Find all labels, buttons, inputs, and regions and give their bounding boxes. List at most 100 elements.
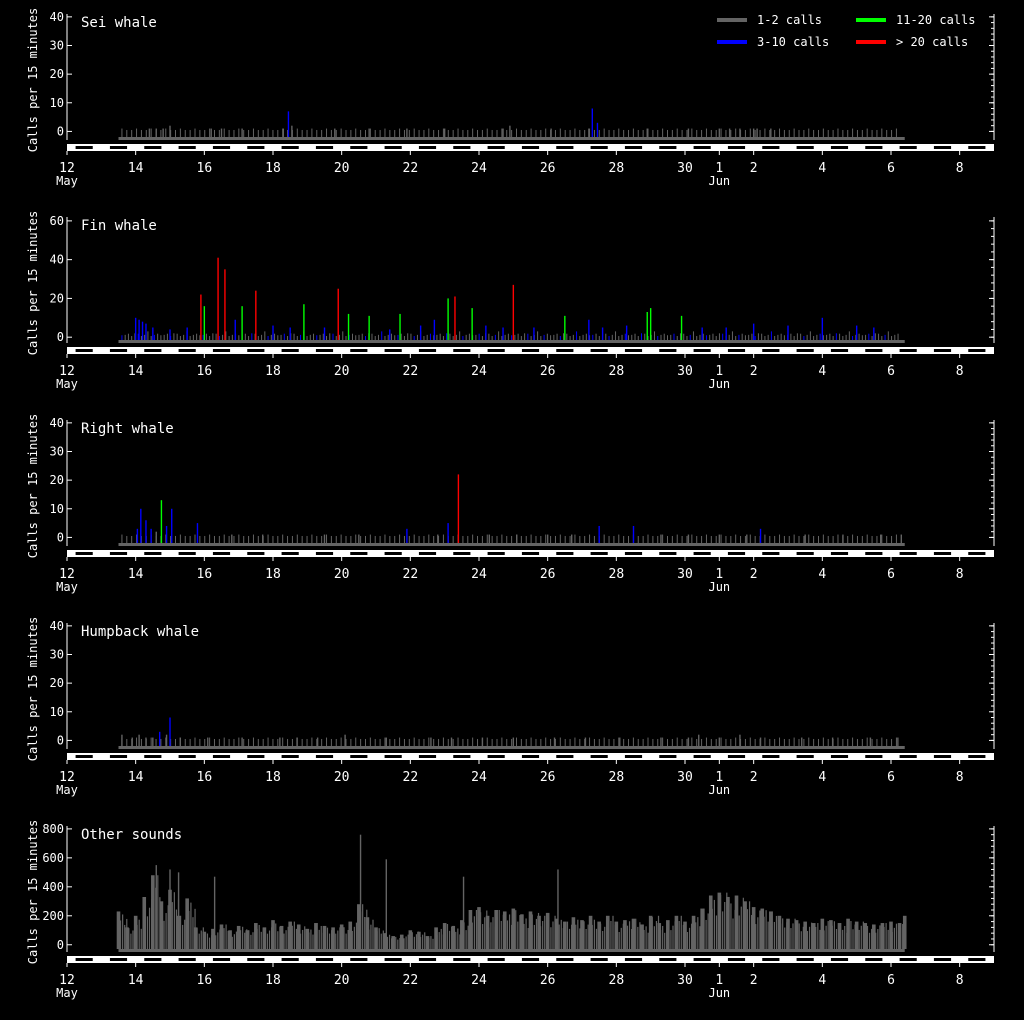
- x-tick-label: 30: [677, 364, 693, 379]
- legend-label: 3-10 calls: [757, 35, 829, 49]
- night-dash: [418, 146, 437, 149]
- night-dash: [212, 349, 231, 352]
- night-dash: [109, 958, 128, 961]
- x-tick-label: 6: [887, 973, 895, 988]
- x-tick-label: 14: [128, 161, 144, 176]
- night-dash: [968, 146, 986, 149]
- y-tick-label: 0: [57, 530, 64, 544]
- night-dash: [865, 958, 883, 961]
- panel-title: Right whale: [81, 421, 174, 437]
- night-dash: [453, 349, 471, 352]
- night-dash: [521, 349, 540, 352]
- night-dash: [830, 146, 849, 149]
- y-tick-label: 20: [50, 473, 64, 487]
- night-dash: [624, 146, 643, 149]
- night-dash: [418, 349, 437, 352]
- x-tick-label: 28: [609, 567, 625, 582]
- x-tick-label: 30: [677, 973, 693, 988]
- night-dash: [384, 552, 402, 555]
- x-tick-label: 18: [265, 161, 281, 176]
- x-tick-label: 30: [677, 567, 693, 582]
- night-dash: [727, 552, 746, 555]
- y-axis-label: Calls per 15 minutes: [26, 617, 40, 762]
- x-tick-label: 6: [887, 161, 895, 176]
- x-tick-label: 14: [128, 567, 144, 582]
- night-dash: [453, 552, 471, 555]
- x-tick-label: 1: [715, 973, 723, 988]
- night-dash: [590, 146, 608, 149]
- night-dash: [968, 349, 986, 352]
- x-tick-label: 20: [334, 973, 350, 988]
- y-tick-label: 10: [50, 502, 64, 516]
- night-dash: [865, 349, 883, 352]
- night-dash: [762, 349, 780, 352]
- y-tick-label: 200: [42, 909, 64, 923]
- month-label: Jun: [708, 377, 730, 391]
- x-tick-label: 22: [403, 973, 419, 988]
- x-tick-label: 20: [334, 161, 350, 176]
- night-dash: [727, 958, 746, 961]
- night-dash: [899, 958, 917, 961]
- night-dash: [727, 146, 746, 149]
- night-dash: [865, 755, 883, 758]
- night-dash: [144, 146, 162, 149]
- night-dash: [75, 958, 93, 961]
- night-dash: [281, 552, 299, 555]
- y-tick-label: 40: [50, 416, 64, 430]
- month-label: Jun: [708, 783, 730, 797]
- month-label: May: [56, 580, 78, 594]
- night-dash: [315, 349, 334, 352]
- panel-humpback-whale: 0 10 20 30 40 Calls per 15 minutes Humpback wh…: [26, 617, 995, 797]
- night-dash: [178, 755, 196, 758]
- night-dash: [659, 755, 677, 758]
- y-tick-label: 0: [57, 330, 64, 344]
- y-axis-label: Calls per 15 minutes: [26, 820, 40, 965]
- x-tick-label: 2: [750, 567, 758, 582]
- night-dash: [350, 755, 368, 758]
- legend-swatch: [717, 18, 747, 22]
- night-dash: [762, 755, 780, 758]
- night-dash: [487, 755, 505, 758]
- night-dash: [830, 755, 849, 758]
- night-dash: [727, 755, 746, 758]
- x-tick-label: 12: [59, 567, 75, 582]
- night-dash: [556, 552, 574, 555]
- x-tick-label: 18: [265, 770, 281, 785]
- night-dash: [384, 146, 402, 149]
- night-dash: [109, 552, 128, 555]
- x-tick-label: 24: [471, 364, 487, 379]
- x-tick-label: 20: [334, 567, 350, 582]
- night-dash: [624, 755, 643, 758]
- x-tick-label: 4: [818, 161, 826, 176]
- night-dash: [933, 958, 952, 961]
- night-dash: [796, 958, 814, 961]
- x-tick-label: 8: [956, 973, 964, 988]
- night-dash: [521, 755, 540, 758]
- y-axis-label: Calls per 15 minutes: [26, 211, 40, 356]
- month-label: May: [56, 783, 78, 797]
- x-tick-label: 1: [715, 161, 723, 176]
- night-dash: [418, 958, 437, 961]
- panel-right-whale: 0 10 20 30 40 Calls per 15 minutes Right whale…: [26, 414, 995, 594]
- x-tick-label: 2: [750, 364, 758, 379]
- y-tick-label: 10: [50, 96, 64, 110]
- panel-title: Fin whale: [81, 218, 157, 234]
- legend: 1-2 calls 3-10 calls 11-20 calls > 20 calls: [717, 13, 975, 49]
- night-dash: [487, 552, 505, 555]
- x-tick-label: 30: [677, 770, 693, 785]
- y-tick-label: 0: [57, 124, 64, 138]
- night-dash: [796, 552, 814, 555]
- y-axis-label: Calls per 15 minutes: [26, 8, 40, 153]
- night-dash: [624, 958, 643, 961]
- legend-swatch: [856, 18, 886, 22]
- night-dash: [178, 349, 196, 352]
- night-dash: [556, 349, 574, 352]
- x-tick-label: 24: [471, 770, 487, 785]
- night-dash: [899, 552, 917, 555]
- x-tick-label: 18: [265, 364, 281, 379]
- night-dash: [693, 146, 711, 149]
- x-tick-label: 1: [715, 364, 723, 379]
- x-tick-label: 2: [750, 973, 758, 988]
- x-tick-label: 6: [887, 364, 895, 379]
